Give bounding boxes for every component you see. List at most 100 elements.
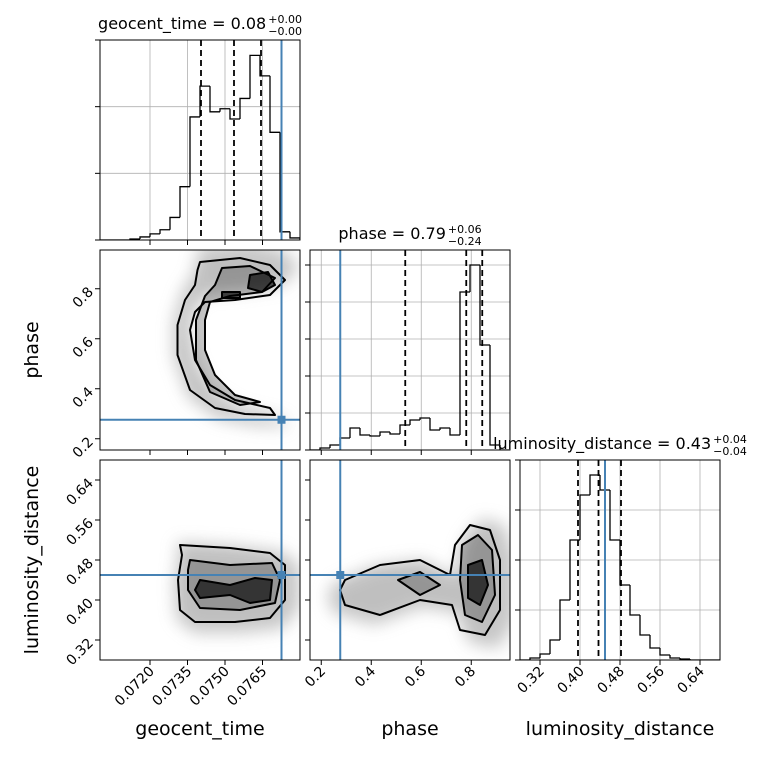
histogram-bin xyxy=(369,435,380,437)
histogram-bin xyxy=(569,539,580,600)
plot-area xyxy=(100,460,300,660)
panel-title: phase = 0.79 xyxy=(338,224,445,243)
y-tick-label: 0.64 xyxy=(63,475,96,508)
contour xyxy=(467,559,489,606)
histogram-bin xyxy=(269,75,280,133)
panel-title: geocent_time = 0.08 xyxy=(98,14,266,34)
panel-frame xyxy=(519,459,721,661)
histogram-bin xyxy=(409,419,420,425)
plot-area xyxy=(100,250,300,450)
truth-marker xyxy=(277,415,286,424)
title-sup: +0.06 xyxy=(448,223,482,236)
histogram-bin xyxy=(549,639,560,654)
x-axis-label: geocent_time xyxy=(135,718,264,740)
panel-frame xyxy=(309,249,511,451)
histogram-bin xyxy=(149,233,160,237)
contour xyxy=(194,577,273,604)
histogram-bin xyxy=(619,540,630,586)
panel-frame xyxy=(309,459,511,661)
histogram-bin xyxy=(539,653,550,658)
pair-panel: 0.32 0.40 0.48 0.56 0.64 0.07200.07350.07500.… xyxy=(63,459,301,710)
panel-frame xyxy=(99,459,301,661)
contour xyxy=(247,271,276,293)
y-axis-label: luminosity_distance xyxy=(21,466,43,655)
histogram-bin xyxy=(439,427,450,430)
histogram-bin xyxy=(349,427,360,438)
title-sup: +0.04 xyxy=(713,433,747,446)
histogram-bin xyxy=(159,229,170,234)
histogram-bin xyxy=(199,85,210,117)
truth-marker xyxy=(336,571,345,579)
histogram-panel: geocent_time = 0.08 +0.00−0.00 xyxy=(95,13,302,245)
x-tick-label: 0.0765 xyxy=(224,664,270,710)
histogram-bin xyxy=(639,615,650,636)
histogram-bin xyxy=(449,428,460,436)
histogram-bin xyxy=(209,86,220,113)
histogram-bin xyxy=(319,447,330,450)
x-axis-label: luminosity_distance xyxy=(526,718,715,740)
x-tick-label: 0.0735 xyxy=(149,664,195,710)
x-tick-label: 0.56 xyxy=(634,663,667,696)
title-sup: +0.00 xyxy=(268,13,302,26)
histogram-bin xyxy=(469,264,480,292)
sample-cloud xyxy=(327,518,510,649)
histogram-bin xyxy=(529,657,540,660)
histogram-panel: phase = 0.79 +0.06−0.24 xyxy=(305,223,511,455)
histogram-panel: luminosity_distance = 0.43 +0.04−0.04 0.32… xyxy=(493,433,747,697)
pair-panel: 0.2 0.4 0.6 0.8 xyxy=(302,459,511,691)
histogram-bin xyxy=(179,186,190,218)
histogram-bin xyxy=(229,108,240,120)
histogram-bin xyxy=(339,437,350,445)
histogram-bin xyxy=(189,116,200,187)
histogram-bin xyxy=(579,494,590,540)
histogram-bin xyxy=(429,418,440,431)
histogram-bin xyxy=(689,659,700,660)
title-sub: −0.00 xyxy=(268,25,302,38)
histogram-bin xyxy=(399,424,410,434)
plot-area xyxy=(310,460,510,660)
plot-area xyxy=(100,40,300,240)
panel-frame xyxy=(99,39,301,241)
histogram-bin xyxy=(499,445,510,450)
histogram-bin xyxy=(459,291,470,435)
contour xyxy=(221,291,241,299)
plot-area xyxy=(310,250,510,450)
x-tick-label: 0.0750 xyxy=(187,664,233,710)
y-tick-label: 0.32 xyxy=(63,636,96,669)
histogram-bin xyxy=(609,490,620,541)
histogram-bin xyxy=(359,428,370,436)
histogram-bin xyxy=(389,432,400,435)
histogram-bin xyxy=(169,216,180,230)
histogram-bin xyxy=(329,444,340,448)
x-tick-label: 0.2 xyxy=(302,664,329,691)
histogram-bin xyxy=(659,648,670,656)
y-tick-label: 0.48 xyxy=(63,556,96,589)
title-sub: −0.04 xyxy=(713,445,747,458)
histogram-bin xyxy=(599,475,610,491)
y-tick-label: 0.40 xyxy=(63,596,96,629)
x-tick-label: 0.48 xyxy=(594,664,627,697)
histogram-bin xyxy=(589,474,600,495)
histogram-bin xyxy=(629,585,640,616)
histogram-bin xyxy=(479,265,490,346)
y-axis-label: phase xyxy=(21,321,43,378)
panel-frame xyxy=(99,249,301,451)
contour xyxy=(339,524,501,636)
histogram-bin xyxy=(249,54,260,99)
histogram-bin xyxy=(419,417,430,420)
y-tick-label: 0.8 xyxy=(70,284,97,311)
y-tick-label: 0.4 xyxy=(70,384,97,411)
y-tick-label: 0.56 xyxy=(63,515,96,548)
histogram-bin xyxy=(139,236,150,239)
title-sub: −0.24 xyxy=(448,235,482,248)
histogram-bin xyxy=(559,599,570,640)
histogram-bin xyxy=(219,108,230,112)
truth-marker xyxy=(277,571,286,579)
histogram-bin xyxy=(279,132,290,233)
x-tick-label: 0.32 xyxy=(514,664,547,697)
y-tick-label: 0.6 xyxy=(70,334,97,361)
histogram-bin xyxy=(379,431,390,436)
x-tick-label: 0.0720 xyxy=(112,664,158,710)
